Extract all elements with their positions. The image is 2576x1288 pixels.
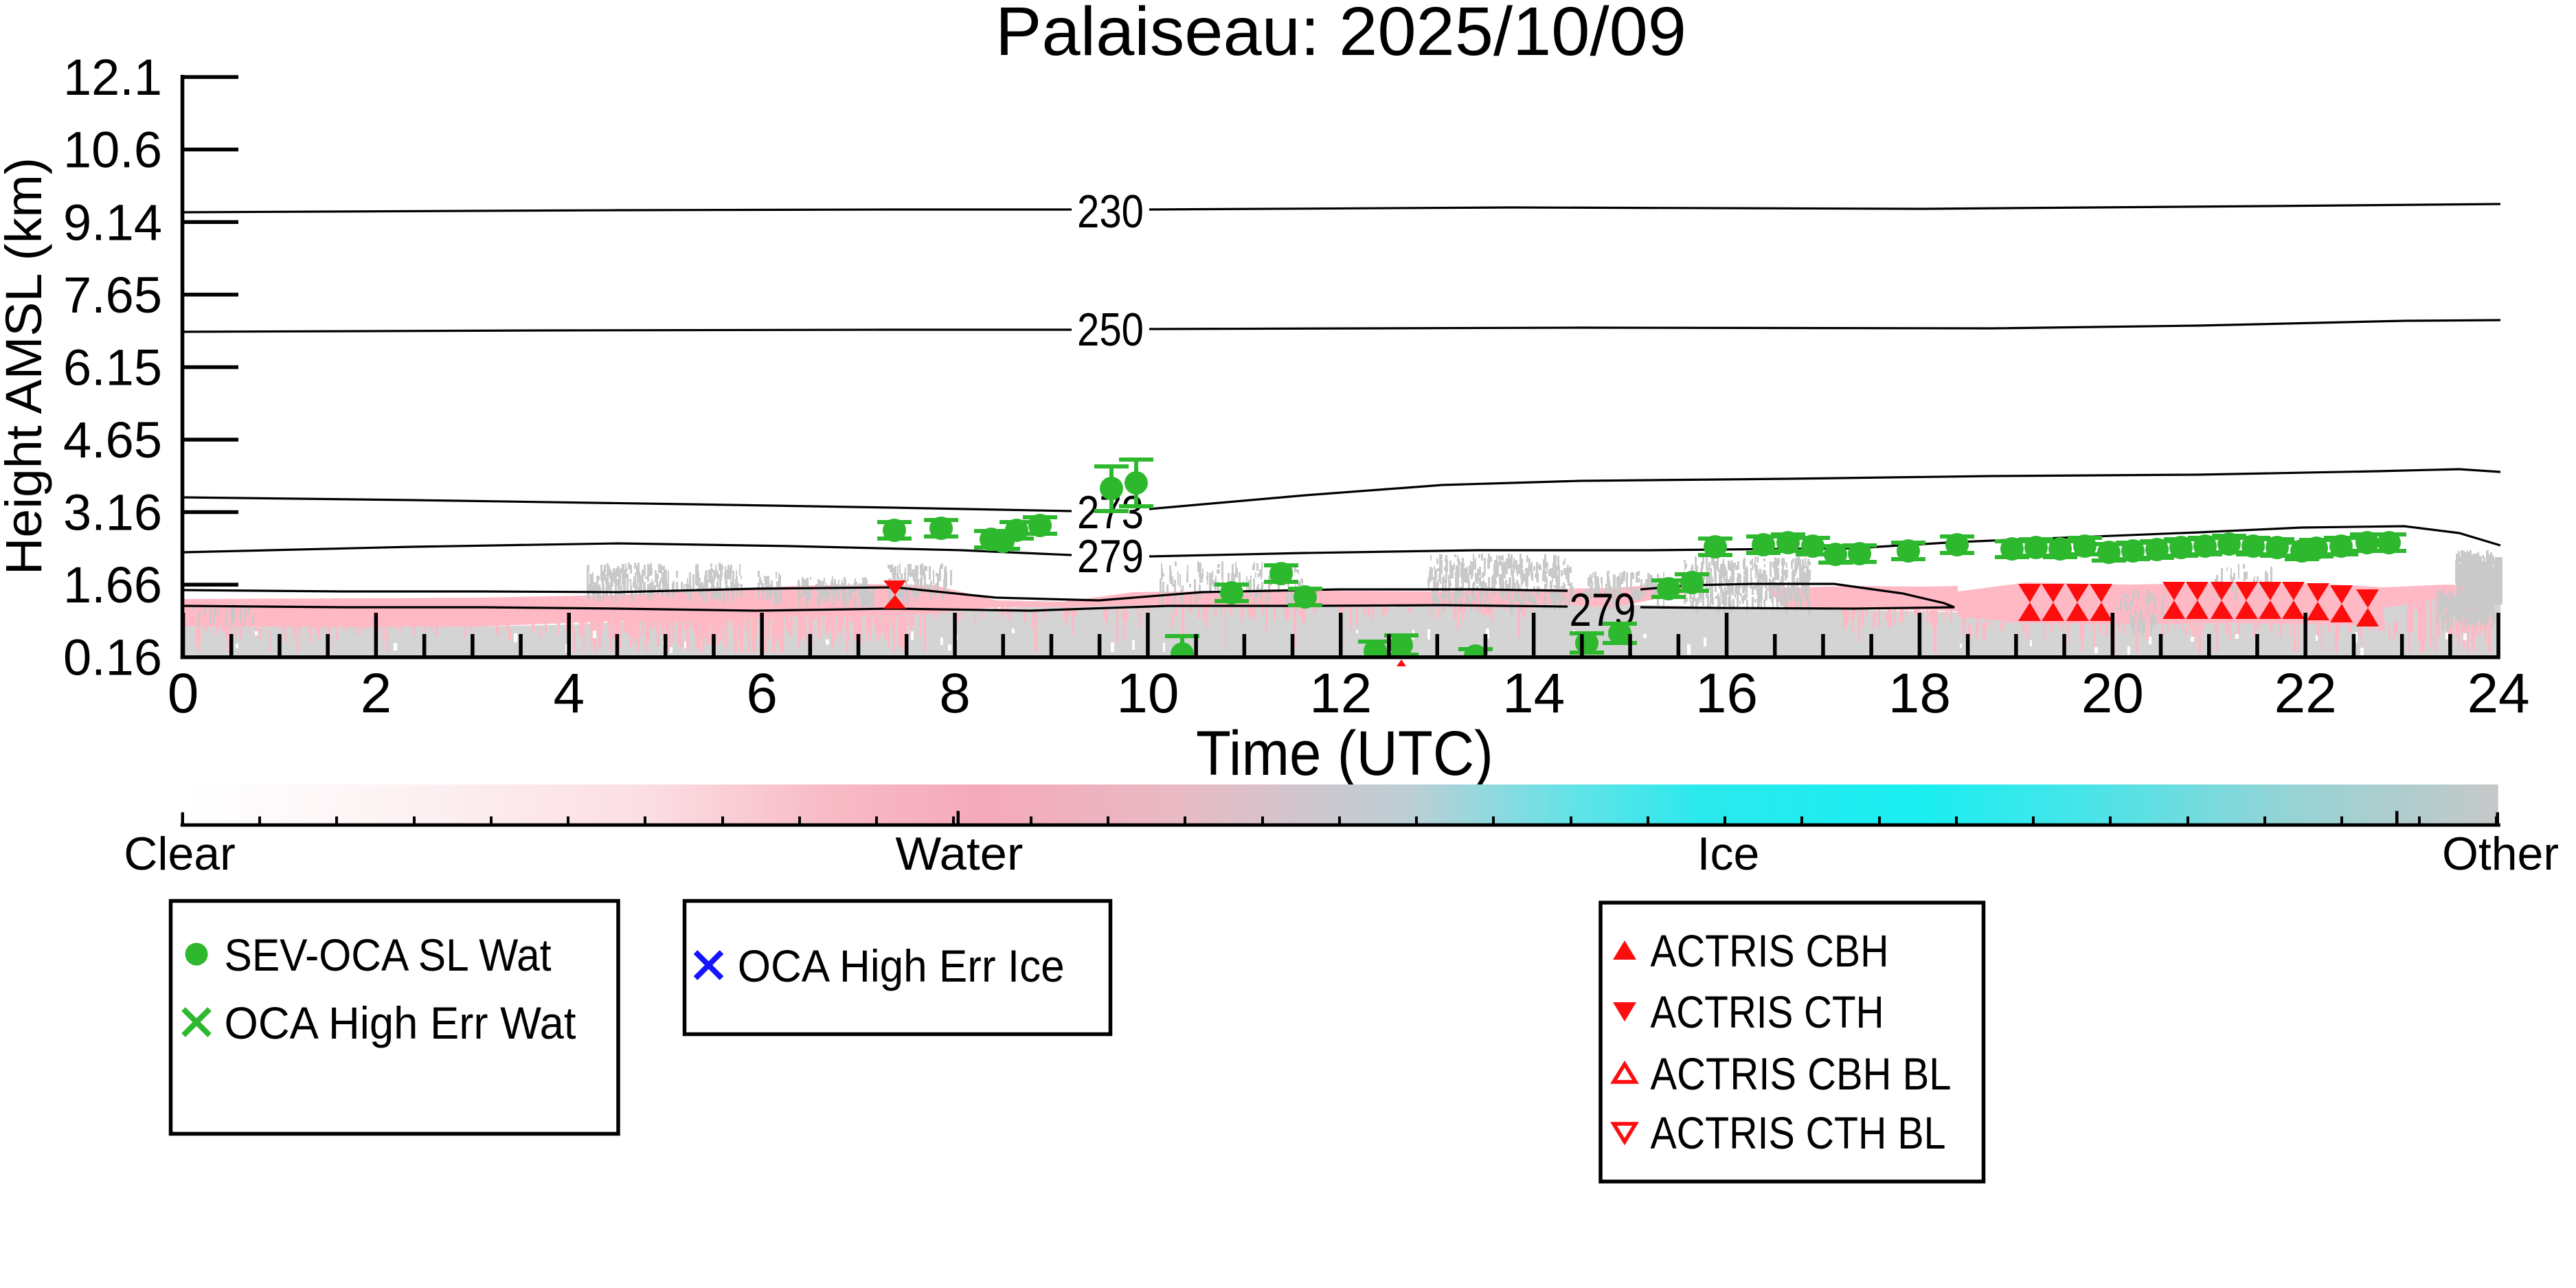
svg-text:Water: Water: [896, 828, 1024, 880]
svg-text:ACTRIS CTH BL: ACTRIS CTH BL: [1651, 1107, 1946, 1158]
svg-text:14: 14: [1502, 662, 1565, 725]
svg-text:Time (UTC): Time (UTC): [1196, 719, 1493, 789]
svg-text:4: 4: [553, 662, 585, 725]
svg-text:SEV-OCA SL Wat: SEV-OCA SL Wat: [225, 929, 552, 980]
svg-text:3.16: 3.16: [63, 484, 162, 541]
svg-text:12: 12: [1309, 662, 1372, 725]
svg-text:230: 230: [1077, 185, 1144, 238]
svg-text:ACTRIS CTH: ACTRIS CTH: [1651, 986, 1884, 1037]
svg-text:0: 0: [168, 662, 199, 725]
svg-text:6.15: 6.15: [63, 339, 162, 396]
svg-text:8: 8: [939, 662, 971, 725]
svg-text:22: 22: [2274, 662, 2337, 725]
svg-text:Ice: Ice: [1697, 828, 1760, 880]
svg-text:10: 10: [1116, 662, 1179, 725]
svg-text:Palaiseau: 2025/10/09: Palaiseau: 2025/10/09: [995, 0, 1686, 70]
svg-text:18: 18: [1888, 662, 1951, 725]
svg-text:10.6: 10.6: [63, 122, 162, 179]
svg-text:OCA High Err Ice: OCA High Err Ice: [738, 940, 1065, 991]
svg-text:ACTRIS CBH: ACTRIS CBH: [1651, 925, 1889, 976]
svg-text:16: 16: [1695, 662, 1758, 725]
svg-text:12.1: 12.1: [63, 49, 162, 106]
svg-text:Other: Other: [2442, 828, 2559, 880]
svg-text:OCA High Err Wat: OCA High Err Wat: [225, 997, 576, 1048]
svg-text:279: 279: [1077, 530, 1144, 583]
svg-text:4.65: 4.65: [63, 411, 162, 468]
svg-text:Height AMSL (km): Height AMSL (km): [0, 157, 52, 575]
svg-text:ACTRIS CBH BL: ACTRIS CBH BL: [1651, 1048, 1952, 1099]
svg-text:1.66: 1.66: [63, 556, 162, 613]
svg-text:Clear: Clear: [124, 828, 236, 880]
svg-text:6: 6: [746, 662, 778, 725]
svg-text:0.16: 0.16: [63, 629, 162, 686]
svg-text:2: 2: [361, 662, 392, 725]
svg-text:24: 24: [2467, 662, 2529, 725]
svg-text:7.65: 7.65: [63, 267, 162, 324]
svg-text:250: 250: [1077, 304, 1144, 356]
svg-text:9.14: 9.14: [63, 194, 162, 251]
svg-text:20: 20: [2081, 662, 2144, 725]
